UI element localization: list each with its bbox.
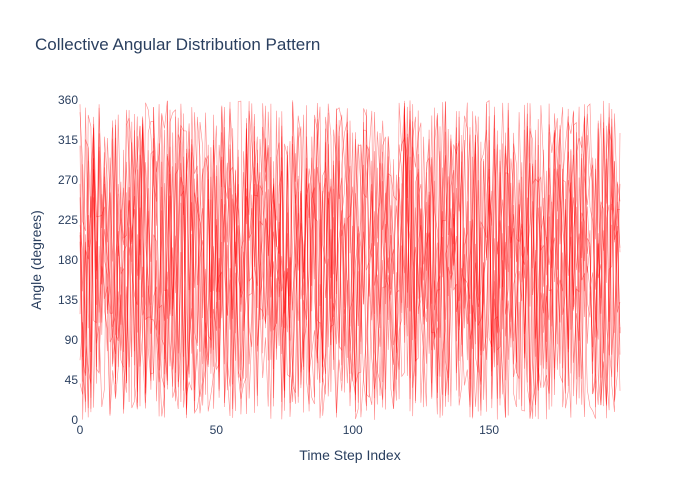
- y-axis-ticks: 0 45 90 135 180 225 270 315 360: [58, 93, 78, 427]
- series-line: [79, 103, 621, 420]
- y-tick-label: 135: [58, 293, 78, 307]
- y-tick-label: 225: [58, 213, 78, 227]
- x-tick-label: 0: [77, 423, 84, 437]
- y-tick-label: 360: [58, 93, 78, 107]
- series-line: [79, 102, 621, 419]
- y-tick-label: 90: [65, 333, 79, 347]
- series-line: [79, 100, 621, 420]
- series-line: [79, 102, 621, 419]
- x-tick-label: 150: [479, 423, 499, 437]
- chart-title: Collective Angular Distribution Pattern: [35, 35, 320, 54]
- x-axis-ticks: 0 50 100 150: [77, 423, 500, 437]
- series-line: [79, 100, 621, 420]
- series-line: [79, 100, 621, 418]
- series-line: [79, 102, 621, 418]
- x-tick-label: 50: [210, 423, 224, 437]
- x-tick-label: 100: [343, 423, 363, 437]
- x-axis-label: Time Step Index: [299, 447, 400, 463]
- y-axis-label: Angle (degrees): [28, 210, 44, 310]
- series-line: [79, 100, 621, 420]
- series-line: [79, 100, 621, 418]
- y-tick-label: 0: [71, 413, 78, 427]
- plot-area: [79, 100, 621, 420]
- series-line: [79, 101, 621, 419]
- y-tick-label: 180: [58, 253, 78, 267]
- y-tick-label: 270: [58, 173, 78, 187]
- series-line: [79, 103, 621, 418]
- series-line: [79, 100, 621, 419]
- y-tick-label: 45: [65, 373, 79, 387]
- y-tick-label: 315: [58, 133, 78, 147]
